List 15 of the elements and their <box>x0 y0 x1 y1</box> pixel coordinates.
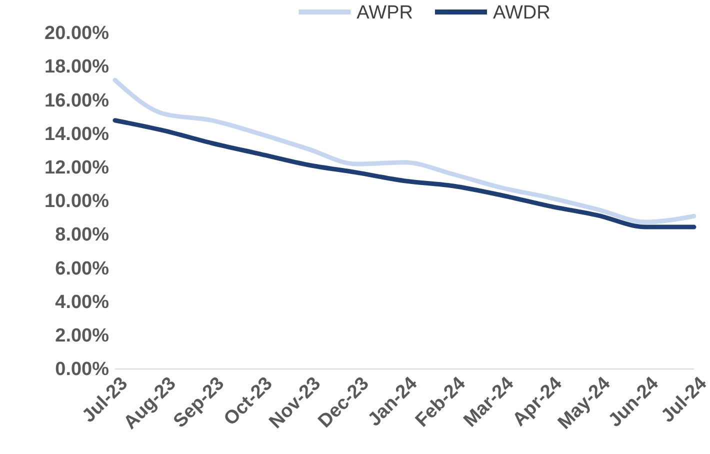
y-tick-label: 8.00% <box>55 224 110 246</box>
line-series <box>112 78 696 224</box>
y-tick-label: 6.00% <box>55 258 110 280</box>
y-tick-label: 14.00% <box>44 124 110 145</box>
y-tick-label: 12.00% <box>44 157 110 178</box>
y-tick-label: 16.00% <box>44 90 110 112</box>
line-series <box>112 118 696 230</box>
y-tick-label: 18.00% <box>44 56 110 78</box>
y-tick-label: 2.00% <box>55 325 110 346</box>
y-tick-label: 4.00% <box>55 292 110 313</box>
y-tick-label: 0.00% <box>55 359 110 380</box>
y-tick-label: 20.00% <box>44 23 110 44</box>
legend-label: AWDR <box>492 2 550 24</box>
legend-label: AWPR <box>356 2 413 24</box>
y-tick-label: 10.00% <box>44 191 110 212</box>
